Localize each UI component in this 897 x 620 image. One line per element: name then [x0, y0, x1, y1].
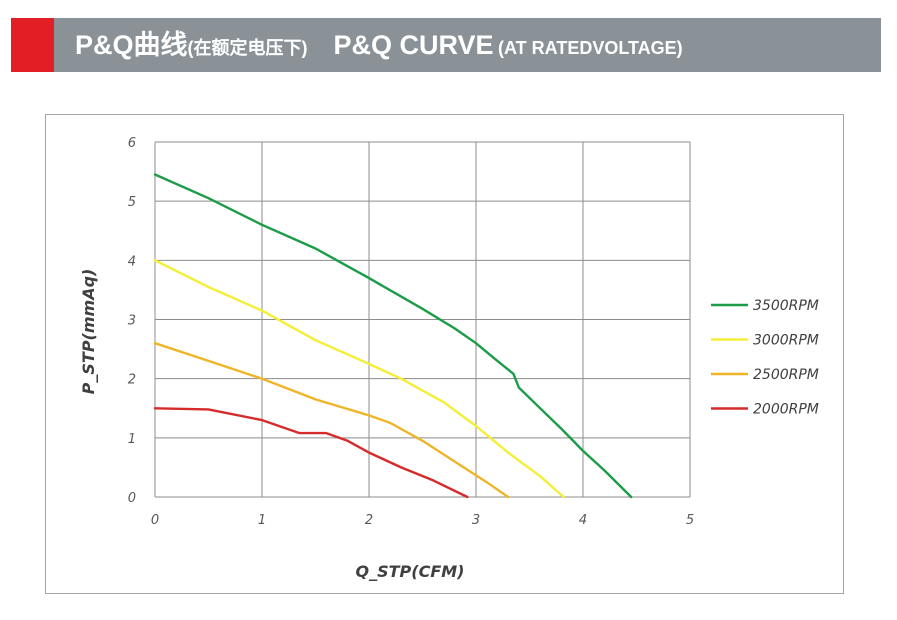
pq-curve-chart: 0 1 2 3 4 5 0 1 2 3 4 5 6 Q_STP(CFM) P_STP(mmAq) 3500RP… [79, 136, 819, 581]
page-title: P&Q曲线(在额定电压下) P&Q CURVE (AT RATEDVOLTAGE) [75, 18, 683, 72]
x-axis-title: Q_STP(CFM) [356, 562, 465, 581]
legend-label: 3000RPM [753, 333, 819, 349]
series-line-3500rpm [153, 173, 633, 499]
y-tick-label: 2 [128, 373, 136, 388]
header-bar: P&Q曲线(在额定电压下) P&Q CURVE (AT RATEDVOLTAGE) [11, 18, 881, 72]
legend-label: 2500RPM [753, 367, 819, 383]
x-tick-label: 2 [365, 513, 373, 528]
x-tick-label: 3 [472, 513, 480, 528]
y-tick-label: 4 [128, 254, 136, 269]
title-cn-sub: (在额定电压下) [187, 38, 308, 58]
x-tick-label: 5 [686, 513, 694, 528]
series-line-2000rpm [153, 407, 469, 499]
title-en: P&Q CURVE [333, 30, 494, 60]
y-tick-label: 5 [128, 195, 136, 210]
x-tick-label: 1 [258, 513, 266, 528]
series-line-2500rpm [153, 341, 510, 499]
y-tick-label: 6 [128, 136, 136, 151]
y-tick-label: 1 [128, 432, 136, 447]
y-tick-label: 0 [128, 491, 136, 506]
title-cn: P&Q曲线 [75, 30, 188, 60]
y-tick-label: 3 [128, 314, 136, 329]
header-accent-block [11, 18, 54, 72]
y-axis-title: P_STP(mmAq) [79, 269, 98, 395]
x-tick-label: 4 [579, 513, 587, 528]
legend-label: 3500RPM [753, 298, 819, 314]
x-tick-label: 0 [151, 513, 159, 528]
legend-label: 2000RPM [753, 402, 819, 418]
title-en-sub: (AT RATEDVOLTAGE) [498, 38, 683, 58]
chart-frame: 0 1 2 3 4 5 0 1 2 3 4 5 6 Q_STP(CFM) P_STP(mmAq) 3500RP… [45, 114, 844, 594]
series-line-3000rpm [153, 259, 565, 499]
